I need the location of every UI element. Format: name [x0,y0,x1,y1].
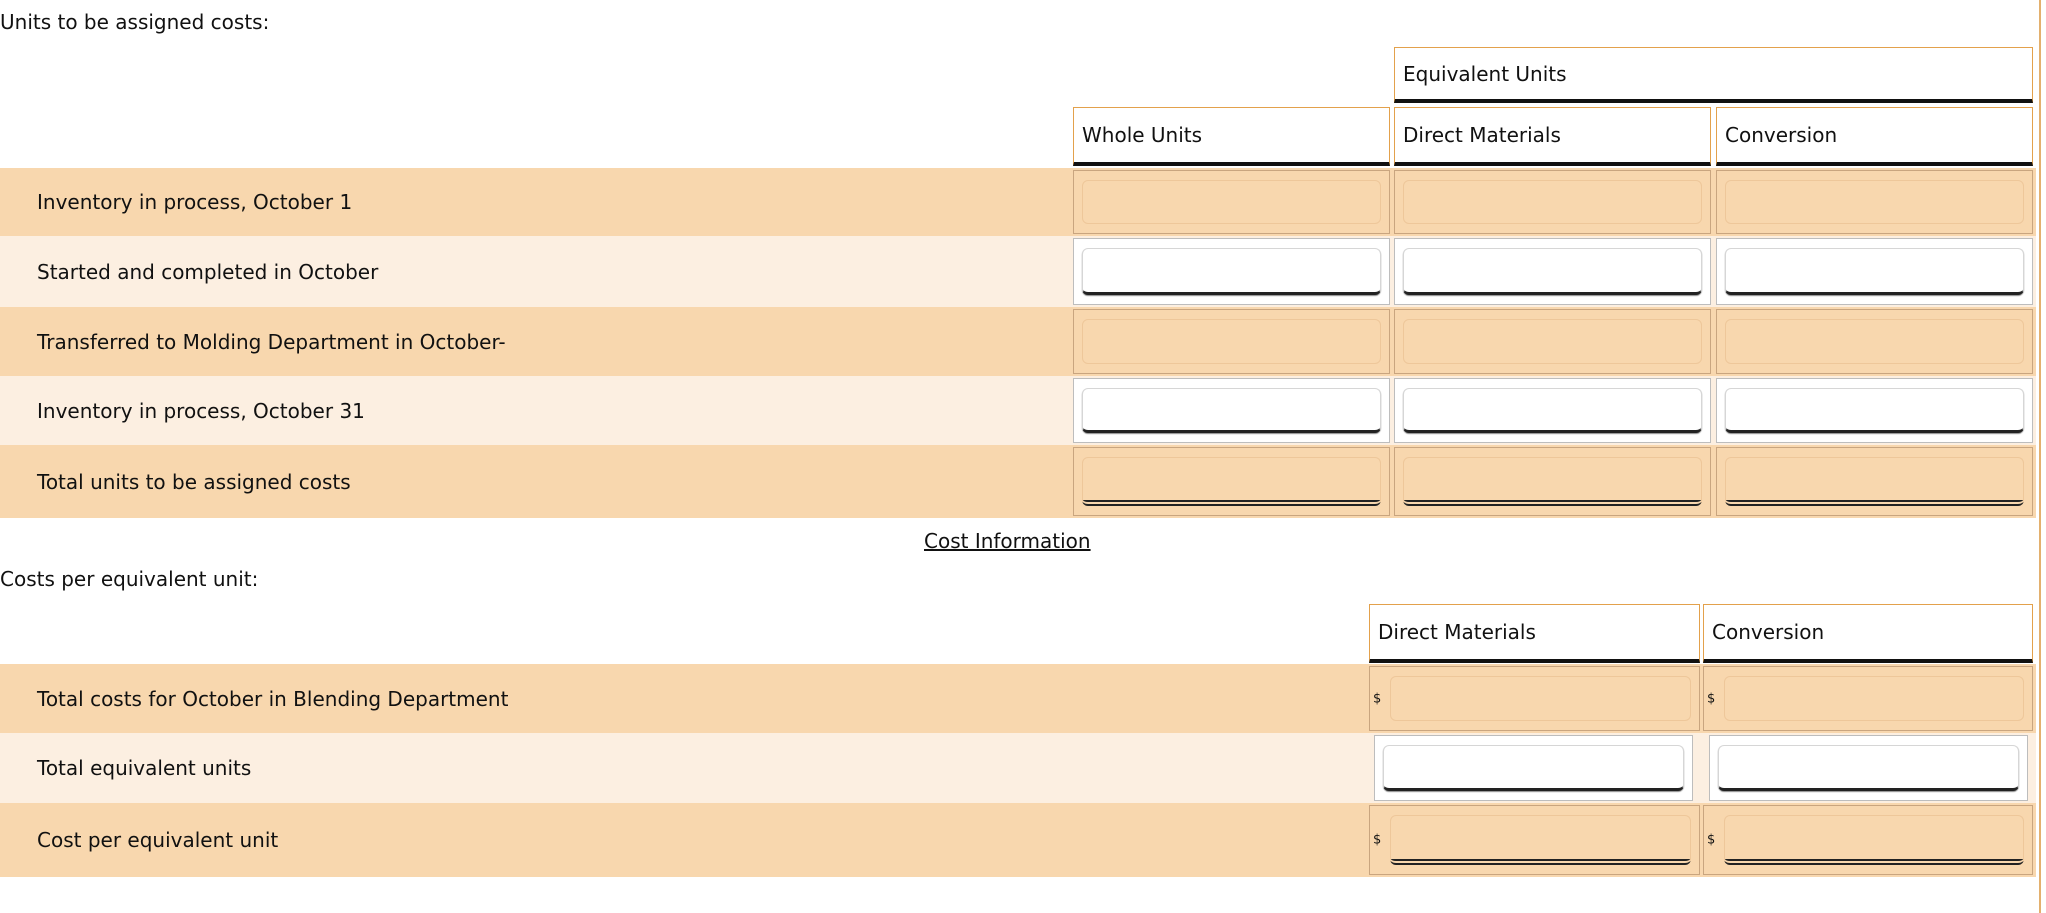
conversion-cell: $ [1703,805,2033,875]
direct-materials-header: Direct Materials [1394,107,1711,166]
whole-units-input[interactable] [1082,248,1381,295]
row-label: Transferred to Molding Department in Oct… [37,329,506,354]
conversion-cell [1716,238,2033,305]
cost-information-link[interactable]: Cost Information [924,529,1091,553]
row-label: Total costs for October in Blending Depa… [37,686,509,711]
direct-materials-field [1403,319,1702,364]
table-row-total-units: Total units to be assigned costs [0,445,2036,518]
direct-materials-cell: $ [1369,805,1700,875]
conversion-cell [1709,735,2028,801]
conversion-input[interactable] [1725,248,2024,295]
whole-units-input[interactable] [1082,388,1381,433]
row-label: Inventory in process, October 1 [37,190,353,214]
direct-materials-cell [1394,447,1711,516]
cost-section-title: Costs per equivalent unit: [0,567,259,591]
conversion-total-field [1725,457,2024,506]
whole-units-header: Whole Units [1073,107,1390,166]
direct-materials-cell [1374,735,1693,801]
conversion-field [1725,319,2024,364]
conversion-cell [1716,170,2033,234]
conversion-input[interactable] [1725,388,2024,433]
row-label: Total units to be assigned costs [37,469,351,494]
row-label: Started and completed in October [37,259,379,284]
dollar-sign: $ [1373,832,1382,848]
direct-materials-cost-field [1390,676,1691,721]
table-row-started-completed: Started and completed in October [0,236,2036,307]
right-edge-divider [2039,0,2041,913]
whole-units-cell [1073,238,1390,305]
direct-materials-cell [1394,309,1711,374]
conversion-header: Conversion [1716,107,2033,166]
whole-units-field [1082,180,1381,224]
direct-materials-cost-per-eu-field [1390,815,1691,865]
direct-materials-eu-input[interactable] [1383,745,1684,791]
whole-units-cell [1073,170,1390,234]
direct-materials-cell [1394,378,1711,443]
equivalent-units-header: Equivalent Units [1394,47,2033,103]
whole-units-cell [1073,447,1390,516]
cost-conversion-header: Conversion [1703,604,2033,663]
row-label: Inventory in process, October 31 [37,398,365,423]
conversion-eu-input[interactable] [1718,745,2019,791]
whole-units-label: Whole Units [1082,123,1203,147]
equivalent-units-label: Equivalent Units [1403,61,1567,86]
table-row-inventory-oct31: Inventory in process, October 31 [0,376,2036,445]
direct-materials-total-field [1403,457,1702,506]
conversion-cell [1716,378,2033,443]
direct-materials-cell [1394,238,1711,305]
table-row-cost-per-eu: Cost per equivalent unit $ $ [0,803,2036,877]
conversion-field [1725,180,2024,224]
dollar-sign: $ [1373,691,1382,706]
whole-units-cell [1073,309,1390,374]
conversion-cell: $ [1703,666,2033,731]
units-section-title: Units to be assigned costs: [0,10,270,34]
dollar-sign: $ [1707,832,1716,848]
direct-materials-cell: $ [1369,666,1700,731]
table-row-total-costs: Total costs for October in Blending Depa… [0,664,2036,733]
whole-units-cell [1073,378,1390,443]
dollar-sign: $ [1707,691,1716,706]
cost-direct-materials-header: Direct Materials [1369,604,1700,663]
whole-units-field [1082,319,1381,364]
conversion-label: Conversion [1712,620,1825,644]
whole-units-total-field [1082,457,1381,506]
table-row-transferred: Transferred to Molding Department in Oct… [0,307,2036,376]
conversion-cost-per-eu-field [1724,815,2024,865]
conversion-cost-field [1724,676,2024,721]
conversion-label: Conversion [1725,123,1838,147]
direct-materials-cell [1394,170,1711,234]
direct-materials-label: Direct Materials [1403,123,1561,147]
conversion-cell [1716,309,2033,374]
conversion-cell [1716,447,2033,516]
direct-materials-input[interactable] [1403,388,1702,433]
direct-materials-label: Direct Materials [1378,620,1536,644]
direct-materials-field [1403,180,1702,224]
table-row-inventory-oct1: Inventory in process, October 1 [0,168,2036,236]
row-label: Cost per equivalent unit [37,828,279,852]
row-label: Total equivalent units [37,756,252,780]
table-row-total-equivalent-units: Total equivalent units [0,733,2036,803]
direct-materials-input[interactable] [1403,248,1702,295]
